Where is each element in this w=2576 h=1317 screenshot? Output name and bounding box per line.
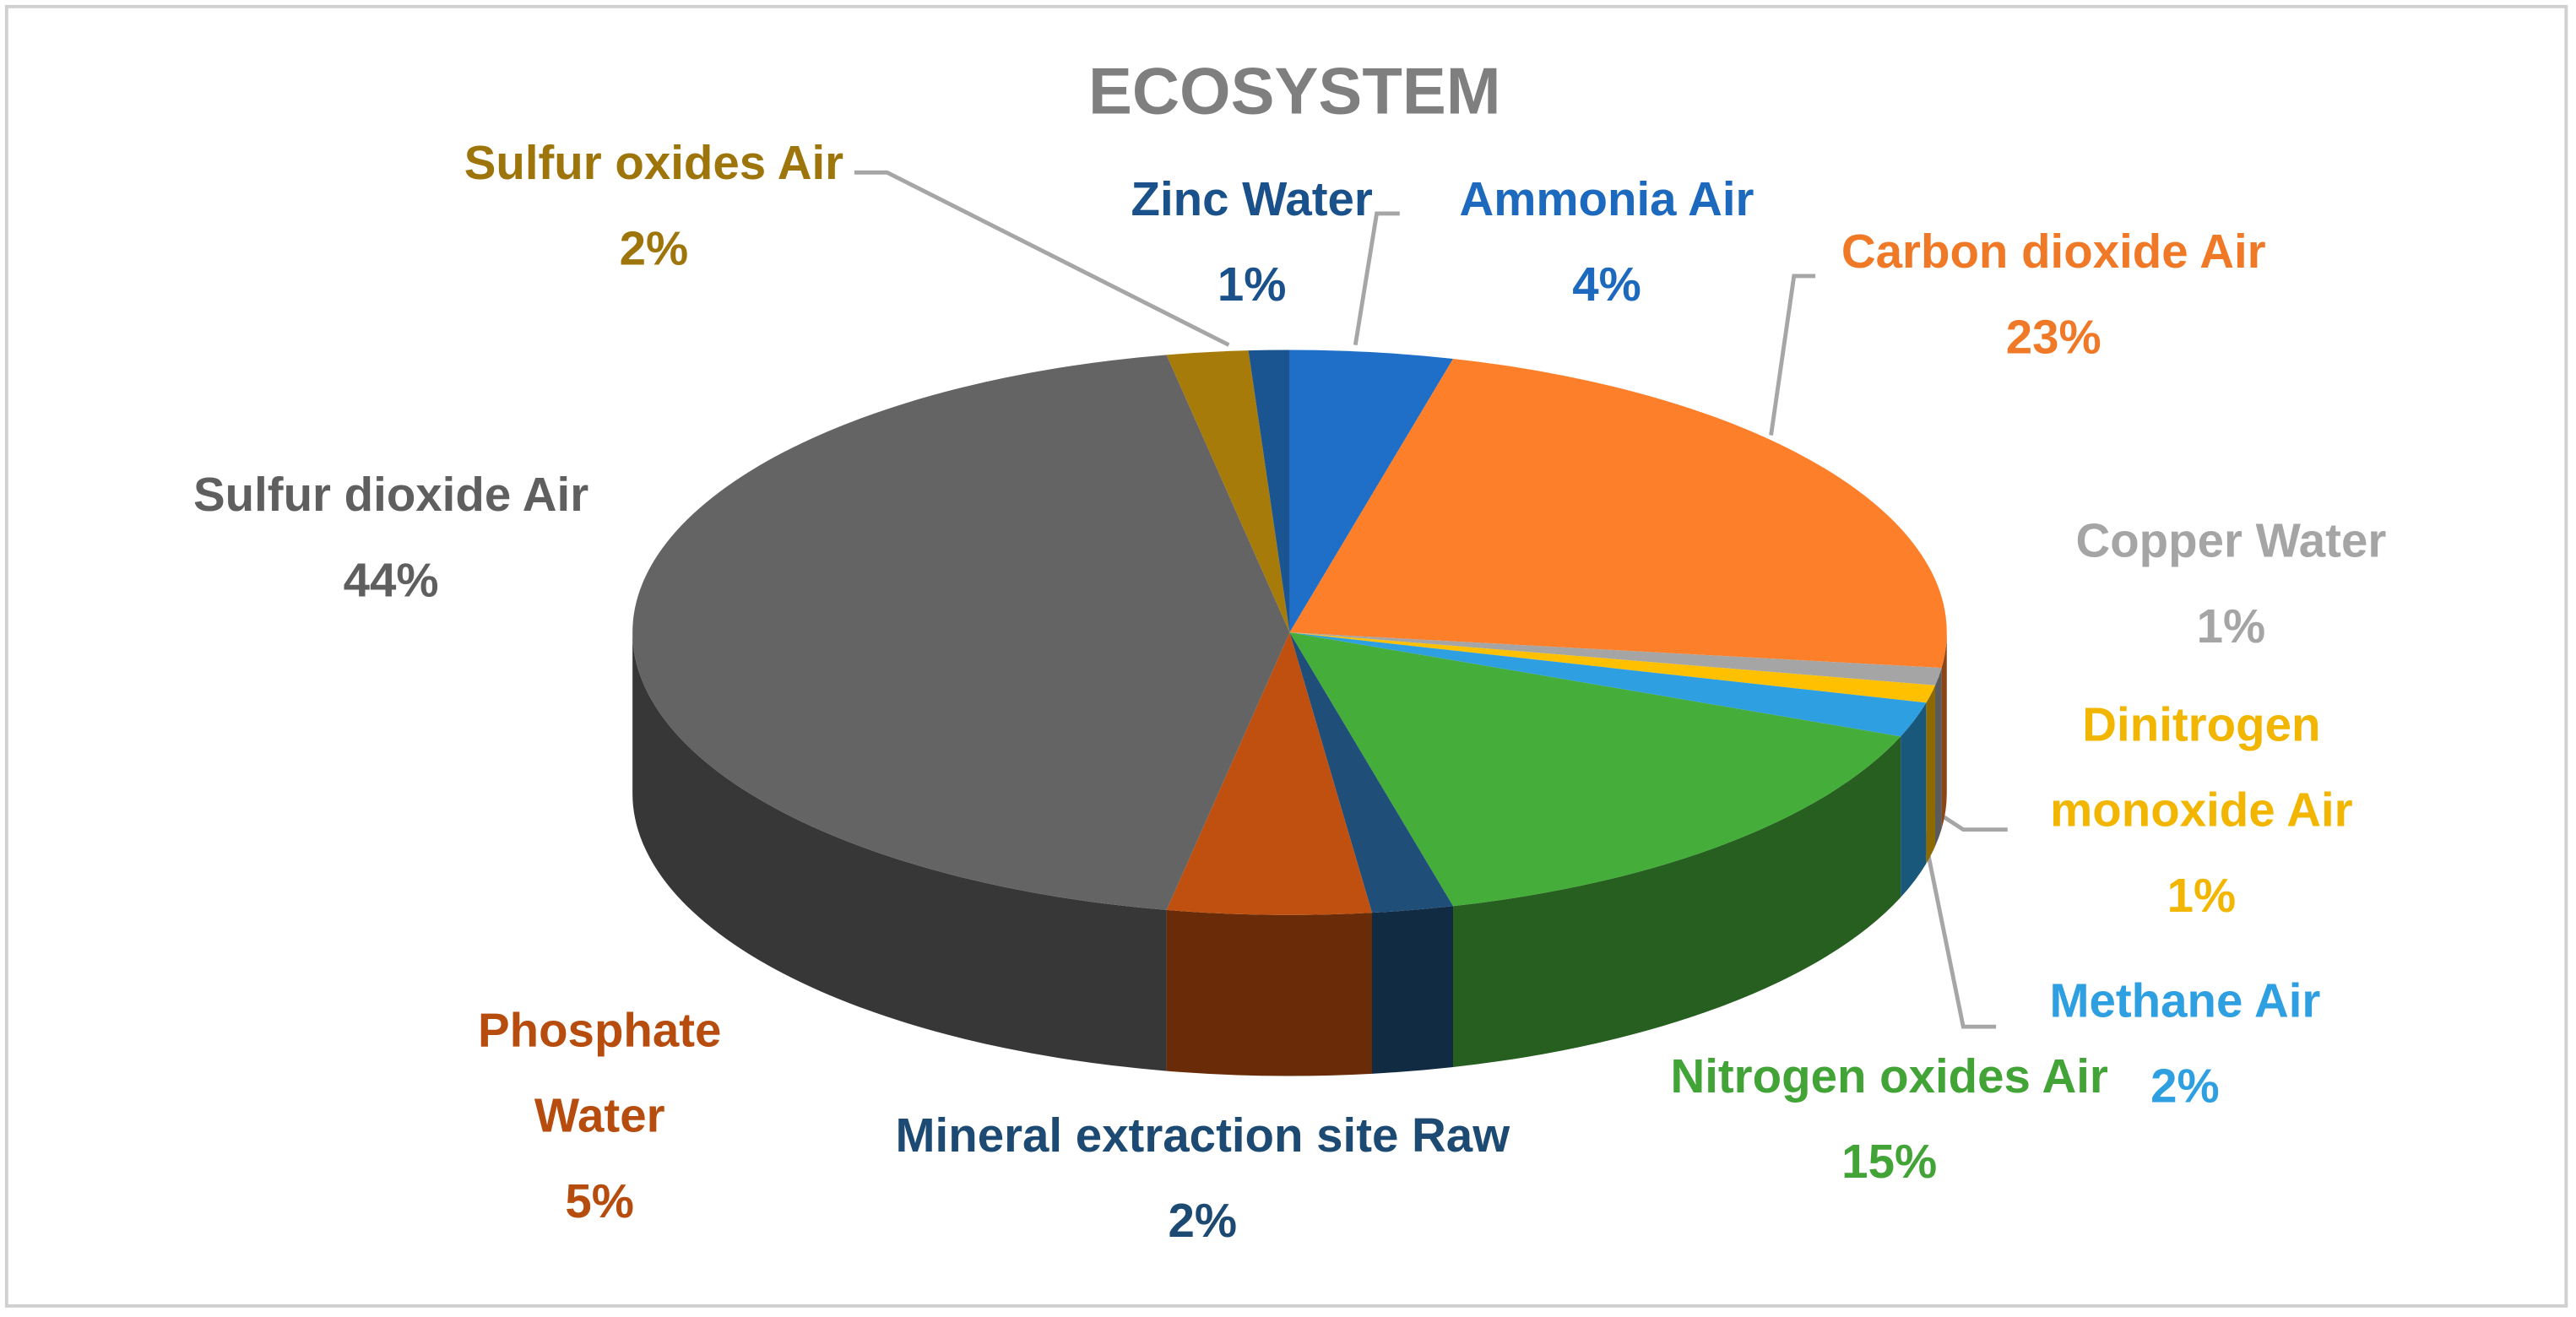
slice: [1166, 632, 1373, 915]
leader-line: [1917, 807, 1997, 1029]
data-label: Dinitrogen monoxide Air 1%: [1988, 683, 2415, 940]
slice-side: [1926, 685, 1935, 864]
slice-side: [1453, 736, 1901, 1067]
category-label: Ammonia Air: [1459, 174, 1754, 227]
value-label: 15%: [1841, 1136, 1938, 1190]
data-label: Nitrogen oxides Air 15%: [1643, 1035, 2136, 1206]
slice: [632, 355, 1290, 910]
slice: [1289, 632, 1942, 686]
leader-line: [1353, 211, 1400, 346]
value-label: 1%: [2196, 601, 2266, 654]
data-label: Mineral extraction site Raw 2%: [775, 1094, 1630, 1265]
data-label: Copper Water 1%: [1985, 500, 2478, 670]
data-label: Ammonia Air 4%: [1402, 158, 1812, 328]
data-label: Carbon dioxide Air 23%: [1815, 210, 2291, 381]
category-label: Phosphate Water: [477, 1005, 722, 1144]
category-label: Sulfur dioxide Air: [193, 469, 589, 523]
slice-side: [1901, 702, 1927, 898]
leader-line: [1769, 274, 1816, 436]
slice: [1289, 632, 1935, 703]
slice: [1289, 632, 1901, 907]
value-label: 2%: [619, 223, 689, 276]
slice: [1166, 350, 1290, 633]
slice: [1289, 350, 1454, 633]
category-label: Sulfur oxides Air: [464, 138, 844, 191]
slice: [1289, 358, 1947, 669]
chart-title: ECOSYSTEM: [1087, 56, 1501, 128]
category-label: Zinc Water: [1131, 174, 1373, 227]
data-label: Phosphate Water 5%: [419, 989, 780, 1245]
value-label: 44%: [343, 555, 439, 608]
data-label: Zinc Water 1%: [1087, 158, 1416, 328]
slice-side: [632, 632, 1167, 1071]
slice-side: [1166, 909, 1373, 1076]
value-label: 2%: [1168, 1195, 1238, 1249]
category-label: Copper Water: [2075, 515, 2387, 569]
slice: [1289, 632, 1454, 913]
value-label: 4%: [1572, 259, 1641, 312]
value-label: 2%: [2150, 1060, 2220, 1114]
category-label: Dinitrogen monoxide Air: [2050, 699, 2353, 838]
data-label: Methane Air 2%: [1971, 959, 2399, 1130]
value-label: 1%: [2167, 870, 2237, 924]
slice-side: [1941, 632, 1947, 829]
leader-line: [854, 170, 1230, 347]
pie-sides: [632, 632, 1947, 1076]
value-label: 1%: [1217, 259, 1287, 312]
category-label: Carbon dioxide Air: [1841, 226, 2266, 279]
category-label: Nitrogen oxides Air: [1670, 1051, 2108, 1104]
slice: [1248, 350, 1290, 633]
data-label: Sulfur dioxide Air 44%: [177, 453, 605, 624]
value-label: 23%: [2005, 312, 2101, 365]
slice-side: [1372, 906, 1454, 1074]
leader-lines: [854, 170, 2008, 1029]
slice: [1289, 632, 1927, 737]
category-label: Mineral extraction site Raw: [895, 1110, 1510, 1163]
category-label: Methane Air: [2049, 975, 2321, 1029]
pie-tops: [632, 350, 1947, 915]
data-label: Sulfur oxides Air 2%: [440, 122, 867, 292]
slice-side: [1934, 668, 1942, 847]
value-label: 5%: [565, 1176, 634, 1229]
